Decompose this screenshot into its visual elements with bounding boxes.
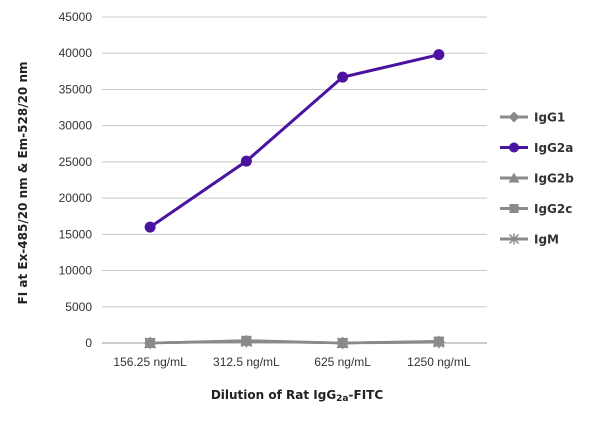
x-tick-label: 1250 ng/mL xyxy=(407,355,471,369)
legend-label: IgG2b xyxy=(534,172,574,186)
series-group xyxy=(144,49,445,349)
legend-item-igg2b: IgG2b xyxy=(500,172,574,186)
data-point xyxy=(144,337,156,349)
y-axis-title: FI at Ex-485/20 nm & Em-528/20 nm xyxy=(16,62,30,305)
y-tick-labels: 0 5000 10000 15000 20000 25000 30000 35000 40000… xyxy=(59,10,93,350)
x-tick-label: 156.25 ng/mL xyxy=(113,355,187,369)
legend-item-igm: IgM xyxy=(500,233,559,247)
legend-marker xyxy=(509,204,519,213)
legend-label: IgM xyxy=(534,233,559,247)
y-tick-label: 35000 xyxy=(59,82,93,96)
y-tick-label: 10000 xyxy=(59,264,93,278)
legend-item-igg2a: IgG2a xyxy=(500,141,573,155)
series-igm xyxy=(144,335,445,349)
x-tick-label: 312.5 ng/mL xyxy=(213,355,280,369)
y-tick-label: 5000 xyxy=(65,300,92,314)
data-point xyxy=(240,335,252,348)
legend-marker xyxy=(508,111,520,123)
y-tick-label: 15000 xyxy=(59,227,93,241)
legend-marker xyxy=(508,233,520,245)
data-point xyxy=(433,336,445,349)
legend-label: IgG2a xyxy=(534,141,573,155)
series-igg2a xyxy=(144,49,445,233)
legend: IgG1 IgG2a IgG2b IgG2c IgM xyxy=(500,111,574,247)
y-tick-label: 45000 xyxy=(59,10,93,24)
y-tick-label: 25000 xyxy=(59,155,93,169)
y-tick-label: 0 xyxy=(85,336,92,350)
legend-marker xyxy=(508,172,520,183)
y-tick-label: 20000 xyxy=(59,191,93,205)
x-tick-labels: 156.25 ng/mL 312.5 ng/mL 625 ng/mL 1250 ng/… xyxy=(113,355,470,369)
data-point xyxy=(144,221,156,233)
gridlines xyxy=(102,16,487,344)
y-tick-label: 30000 xyxy=(59,119,93,133)
series-line xyxy=(149,53,440,229)
legend-marker xyxy=(509,142,519,153)
data-point xyxy=(337,71,349,83)
data-point xyxy=(240,155,252,167)
x-axis-title: Dilution of Rat IgG2a-FITC xyxy=(211,388,384,404)
legend-label: IgG1 xyxy=(534,111,565,125)
y-tick-label: 40000 xyxy=(59,46,93,60)
legend-item-igg2c: IgG2c xyxy=(500,202,572,216)
x-tick-label: 625 ng/mL xyxy=(314,355,371,369)
legend-label: IgG2c xyxy=(534,202,572,216)
data-point xyxy=(337,337,349,349)
series-line xyxy=(150,340,439,345)
legend-item-igg1: IgG1 xyxy=(500,111,565,125)
data-point xyxy=(433,49,445,61)
